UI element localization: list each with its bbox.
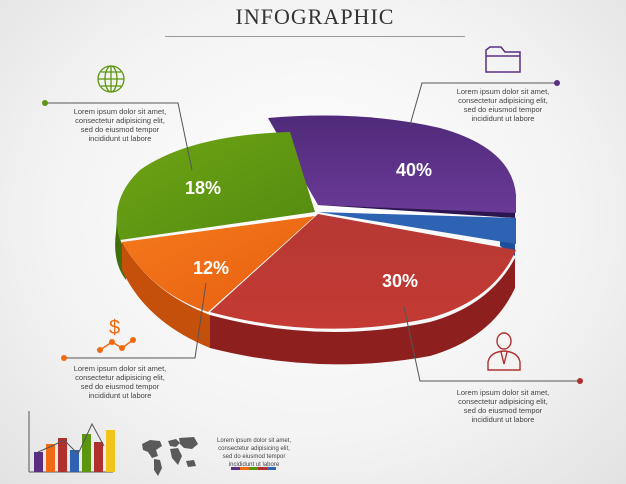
title-rule: [165, 36, 465, 37]
mini-bar-chart-icon: [28, 411, 115, 473]
slice-18: [116, 132, 316, 240]
callout-bottom-right: Lorem ipsum dolor sit amet, consectetur …: [456, 388, 550, 424]
leader-bottom-right: [403, 306, 580, 382]
infographic-title: INFOGRAPHIC: [235, 4, 395, 29]
label-40: 40%: [396, 160, 432, 180]
svg-text:$: $: [109, 317, 120, 339]
color-strip-segment: [258, 467, 267, 470]
mini-bar: [70, 450, 79, 472]
mini-bar: [94, 442, 103, 472]
footer-color-strip: [231, 467, 276, 470]
leader-top-left: [45, 102, 193, 171]
mini-bar: [34, 452, 43, 472]
mini-bar: [46, 444, 55, 472]
pie-slices: [116, 115, 516, 329]
leader-dot-bottom-left: [61, 355, 67, 361]
world-map-icon: [142, 437, 198, 476]
leader-lines: [42, 80, 583, 384]
callout-bottom-left: Lorem ipsum dolor sit amet, consectetur …: [73, 364, 167, 400]
slice-40: [268, 115, 516, 213]
leader-dot-top-left: [42, 100, 48, 106]
color-strip-segment: [249, 467, 258, 470]
mini-bar: [106, 430, 115, 472]
color-strip-segment: [231, 467, 240, 470]
folder-icon: [485, 46, 521, 73]
dollar-icon: $: [97, 317, 136, 353]
label-12: 12%: [193, 258, 229, 278]
mini-bar: [58, 438, 67, 472]
mini-bar: [82, 434, 91, 472]
leader-top-right: [409, 82, 557, 126]
color-strip-segment: [267, 467, 276, 470]
footer-note: Lorem ipsum dolor sit amet, consectetur …: [216, 438, 292, 468]
leader-dot-top-right: [554, 80, 560, 86]
callout-top-left: Lorem ipsum dolor sit amet, consectetur …: [73, 107, 167, 143]
label-30: 30%: [382, 271, 418, 291]
globe-icon: [97, 65, 125, 93]
slice-30: [210, 214, 516, 329]
red-slice-side: [210, 258, 515, 365]
leader-dot-bottom-right: [577, 378, 583, 384]
person-icon: [487, 332, 521, 371]
label-18: 18%: [185, 178, 221, 198]
orange-slice-side: [122, 242, 210, 348]
slice-12: [122, 216, 315, 312]
color-strip-segment: [240, 467, 249, 470]
slice-blue-wedge: [318, 212, 516, 244]
leader-bottom-left: [64, 282, 207, 359]
callout-top-right: Lorem ipsum dolor sit amet, consectetur …: [456, 87, 550, 123]
